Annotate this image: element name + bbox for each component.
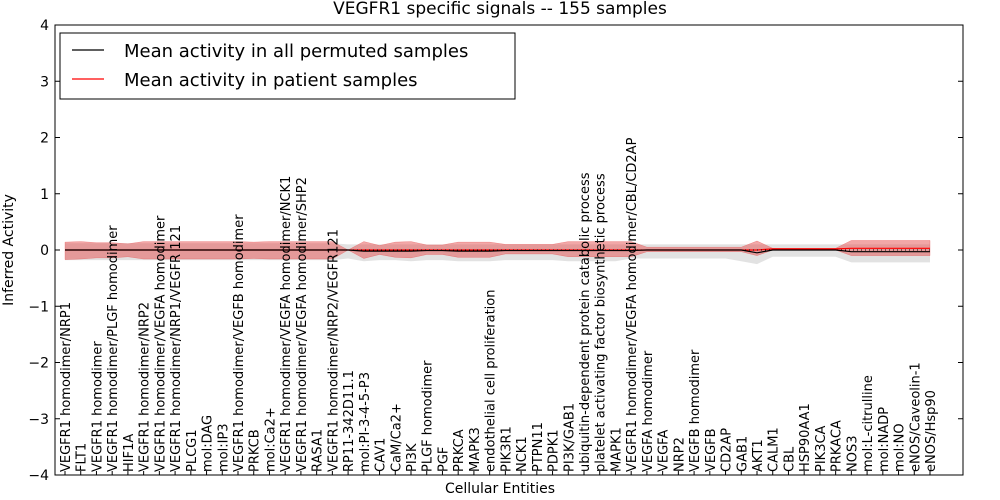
x-tick-label: VEGFB homodimer: [688, 349, 703, 472]
x-tick-label: eNOS/Caveolin-1: [908, 362, 923, 472]
x-tick-label: PGF: [436, 447, 451, 472]
legend: Mean activity in all permuted samples Me…: [59, 32, 516, 100]
chart-title: VEGFR1 specific signals -- 155 samples: [333, 0, 667, 19]
y-tick-label: 2: [40, 131, 49, 147]
x-tick-label: CD2AP: [720, 428, 735, 472]
x-tick-label: PIK3CA: [814, 425, 829, 472]
x-tick-label: PLCG1: [185, 429, 200, 472]
x-tick-label: CALM1: [767, 427, 782, 472]
x-tick-label: CaM/Ca2+: [389, 403, 404, 472]
x-tick-label: CAV1: [374, 438, 389, 472]
x-tick-label: mol:PI-3-4-5-P3: [358, 372, 373, 472]
x-tick-label: endothelial cell proliferation: [484, 290, 499, 473]
x-tick-label: RASA1: [311, 429, 326, 472]
x-tick-label: PRKACA: [830, 420, 845, 472]
x-tick-label: platelet activating factor biosynthetic …: [594, 173, 609, 472]
x-tick-label: VEGFR1 homodimer/NRP1/VEGFR 121: [169, 225, 184, 472]
x-tick-label: eNOS/Hsp90: [924, 390, 939, 472]
x-tick-label: PDPK1: [547, 430, 562, 473]
legend-box: [59, 32, 516, 100]
x-tick-label: MAPK3: [468, 427, 483, 472]
x-tick-label: HSP90AA1: [798, 403, 813, 472]
y-tick-label: −2: [28, 356, 49, 372]
x-tick-label: VEGFR1 homodimer/NRP1: [59, 302, 74, 472]
x-tick-labels: VEGFR1 homodimer/NRP1 FLT1 VEGFR1 homodime…: [59, 137, 939, 472]
x-tick-label: NRP2: [672, 437, 687, 472]
x-tick-label: VEGFR1 homodimer/VEGFB homodimer: [232, 214, 247, 472]
x-tick-label: PTPN11: [531, 422, 546, 472]
x-tick-label: VEGFR1 homodimer/NRP2/VEGFR121: [326, 229, 341, 472]
y-tick-label: −3: [28, 412, 49, 428]
x-tick-label: VEGFA: [657, 430, 672, 472]
y-tick-label: −1: [28, 299, 49, 315]
y-tick-label: −4: [28, 468, 49, 484]
x-tick-label: CBL: [782, 446, 797, 472]
y-tick-label: 3: [40, 74, 49, 90]
x-tick-label: mol:L-citrulline: [861, 375, 876, 472]
x-tick-label: mol:NO: [893, 423, 908, 472]
legend-label-permuted: Mean activity in all permuted samples: [124, 41, 468, 62]
x-tick-label: PLGF homodimer: [421, 360, 436, 472]
x-tick-label: VEGFR1 homodimer: [90, 341, 105, 472]
x-tick-label: NOS3: [845, 436, 860, 472]
y-tick-label: 1: [40, 187, 49, 203]
y-axis-label: Inferred Activity: [1, 194, 17, 306]
x-tick-label: FLT1: [75, 443, 90, 472]
x-tick-label: MAPK1: [609, 427, 624, 472]
y-tick-label: 0: [40, 243, 49, 259]
x-tick-label: HIF1A: [122, 434, 137, 472]
x-tick-label: VEGFR1 homodimer/VEGFA homodimer/SHP2: [295, 177, 310, 472]
x-tick-label: VEGFR1 homodimer/VEGFA homodimer/CBL/CD2…: [625, 137, 640, 472]
x-tick-label: ubiquitin-dependent protein catabolic pr…: [578, 172, 593, 472]
x-tick-label: PRKCB: [248, 429, 263, 472]
x-tick-label: RP11-342D11.1: [342, 370, 357, 472]
x-tick-label: mol:IP3: [216, 423, 231, 472]
x-tick-label: PI3K/GAB1: [562, 403, 577, 472]
x-tick-label: PI3K: [405, 443, 420, 472]
x-axis-label: Cellular Entities: [445, 481, 555, 497]
x-tick-label: VEGFR1 homodimer/VEGFA homodimer/NCK1: [279, 176, 294, 472]
y-ticks: −4 −3 −2 −1 0 1 2 3 4: [28, 18, 963, 484]
x-tick-label: VEGFR1 homodimer/VEGFA homodimer: [153, 215, 168, 472]
x-tick-label: PRKCA: [452, 429, 467, 472]
x-tick-label: VEGFR1 homodimer/NRP2: [138, 302, 153, 472]
x-tick-label: mol:Ca2+: [263, 407, 278, 472]
x-tick-label: NCK1: [515, 436, 530, 472]
x-tick-label: VEGFB: [704, 428, 719, 472]
x-tick-label: VEGFA homodimer: [641, 350, 656, 472]
y-tick-label: 4: [40, 18, 49, 34]
plot-frame: [54, 24, 964, 476]
lines-layer: [64, 247, 931, 475]
x-tick-label: mol:DAG: [201, 415, 216, 472]
x-tick-label: mol:NADP: [877, 407, 892, 472]
legend-label-patient: Mean activity in patient samples: [124, 70, 418, 91]
x-tick-label: PIK3R1: [499, 426, 514, 472]
x-tick-label: AKT1: [751, 439, 766, 472]
x-tick-label: GAB1: [735, 436, 750, 472]
x-tick-label: VEGFR1 homodimer/PLGF homodimer: [106, 225, 121, 472]
bands-layer: [64, 240, 931, 265]
